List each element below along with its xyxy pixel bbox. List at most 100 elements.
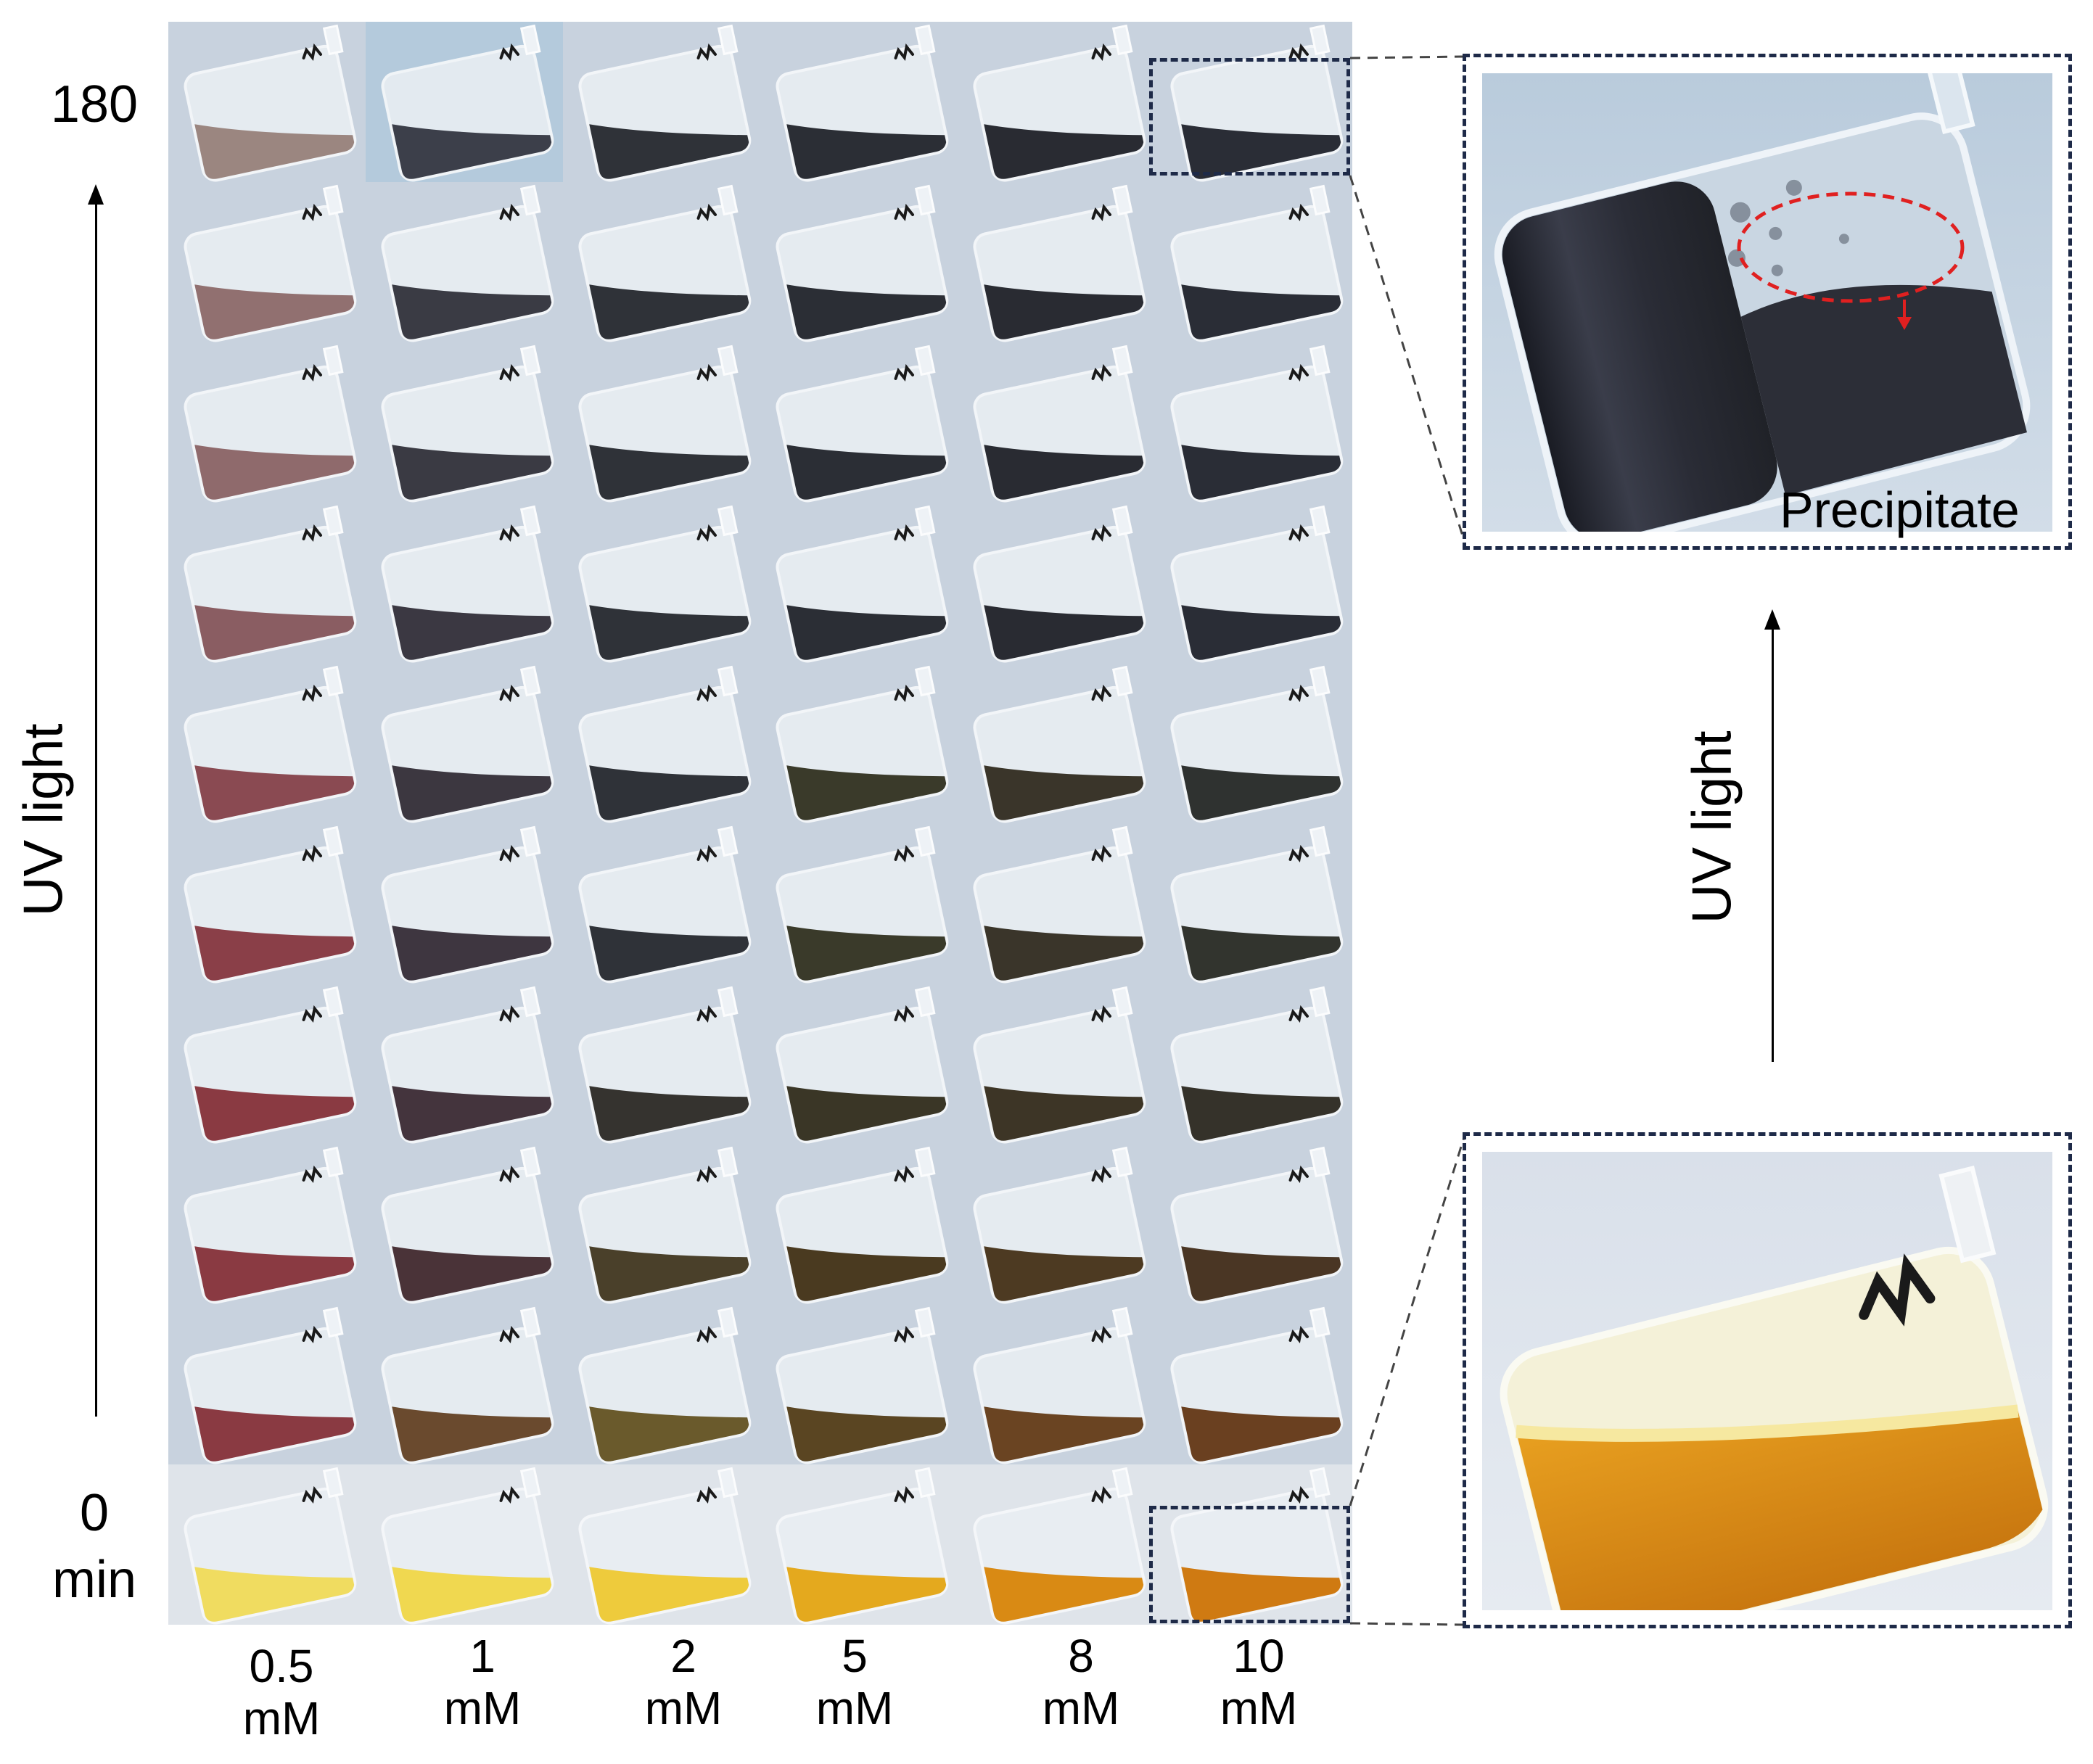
uv-arrow-head-right [1764,609,1780,630]
connector-top-2 [1349,175,1465,541]
vial-photo-r1-c6 [1155,22,1352,182]
vial-photo-r7-c3 [563,984,760,1144]
vial-photo-r5-c3 [563,663,760,823]
vial-photo-r6-c1 [168,823,366,984]
vial-photo-r10-c5 [958,1464,1155,1625]
vial-photo-r2-c2 [366,182,563,342]
vial-photo-r8-c6 [1155,1144,1352,1304]
vial-photo-r10-c1 [168,1464,366,1625]
concentration-label-5: 8 mM [1008,1630,1154,1734]
time-label-top: 180 [50,75,139,133]
vial-photo-r10-c4 [760,1464,958,1625]
vial-photo-r4-c6 [1155,503,1352,663]
vial-photo-r9-c2 [366,1304,563,1464]
vial-photo-r2-c1 [168,182,366,342]
vial-photo-r1-c2 [366,22,563,182]
vial-photo-r2-c6 [1155,182,1352,342]
vial-photo-r7-c5 [958,984,1155,1144]
vial-photo-r6-c4 [760,823,958,984]
concentration-label-3: 2 mM [611,1630,756,1734]
vial-photo-r9-c3 [563,1304,760,1464]
zoom-panel-top: Precipitate [1463,54,2072,550]
connector-bottom-2 [1349,1622,1465,1626]
vial-photo-r7-c4 [760,984,958,1144]
vial-photo-r5-c4 [760,663,958,823]
concentration-unit: mM [1220,1681,1298,1734]
vial-photo-grid [168,22,1352,1625]
vial-photo-r5-c1 [168,663,366,823]
highlight-box-bottom [1149,1506,1350,1623]
vial-photo-r7-c6 [1155,984,1352,1144]
concentration-value: 8 [1068,1630,1094,1682]
vial-photo-r3-c4 [760,342,958,503]
vial-photo-r4-c5 [958,503,1155,663]
vial-photo-r4-c2 [366,503,563,663]
vial-photo-r1-c4 [760,22,958,182]
concentration-label-6: 10 mM [1186,1630,1331,1734]
concentration-unit: mM [644,1681,723,1734]
vial-photo-r8-c3 [563,1144,760,1304]
connector-top-1 [1349,55,1465,59]
vial-photo-r10-c3 [563,1464,760,1625]
vial-photo-r8-c1 [168,1144,366,1304]
vial-photo-r6-c5 [958,823,1155,984]
vial-photo-r9-c1 [168,1304,366,1464]
vial-photo-r4-c4 [760,503,958,663]
zoom-photo-orange-vial [1482,1152,2052,1610]
concentration-label-1: 0.5 mM [209,1640,354,1744]
vial-photo-r2-c4 [760,182,958,342]
uv-arrow-line-left [95,202,97,1417]
vial-photo-r1-c3 [563,22,760,182]
concentration-value: 0.5 [249,1640,314,1692]
concentration-value: 1 [469,1630,496,1682]
vial-photo-r8-c2 [366,1144,563,1304]
vial-photo-r7-c2 [366,984,563,1144]
vial-photo-r5-c6 [1155,663,1352,823]
vial-photo-r2-c3 [563,182,760,342]
vial-photo-r2-c5 [958,182,1155,342]
vial-photo-r9-c5 [958,1304,1155,1464]
precipitate-label: Precipitate [1780,482,2020,538]
vial-photo-r4-c1 [168,503,366,663]
concentration-value: 5 [842,1630,868,1682]
concentration-unit: mM [815,1681,894,1734]
time-label-bottom-unit: min [52,1551,136,1609]
vial-photo-r6-c3 [563,823,760,984]
vial-photo-r10-c2 [366,1464,563,1625]
concentration-value: 2 [670,1630,696,1682]
uv-light-label-right: UV light [1681,730,1743,924]
concentration-label-4: 5 mM [782,1630,927,1734]
uv-arrow-head-left [88,184,104,205]
vial-photo-r3-c3 [563,342,760,503]
uv-arrow-line-right [1772,627,1774,1062]
vial-photo-r8-c4 [760,1144,958,1304]
vial-photo-r3-c1 [168,342,366,503]
zoom-panel-bottom [1463,1132,2072,1628]
vial-photo-r1-c1 [168,22,366,182]
concentration-unit: mM [242,1691,321,1744]
concentration-value: 10 [1233,1630,1285,1682]
concentration-unit: mM [443,1681,522,1734]
vial-photo-r9-c6 [1155,1304,1352,1464]
vial-photo-r3-c5 [958,342,1155,503]
vial-photo-r5-c2 [366,663,563,823]
vial-photo-r6-c2 [366,823,563,984]
time-label-bottom-value: 0 [79,1484,110,1542]
vial-photo-r8-c5 [958,1144,1155,1304]
vial-photo-r3-c2 [366,342,563,503]
concentration-unit: mM [1042,1681,1120,1734]
concentration-label-2: 1 mM [410,1630,555,1734]
vial-photo-r9-c4 [760,1304,958,1464]
vial-photo-r5-c5 [958,663,1155,823]
precipitate-highlight [1737,191,1965,303]
zoom-photo-dark-vial [1482,73,2052,532]
vial-photo-r7-c1 [168,984,366,1144]
highlight-box-top [1149,58,1350,176]
vial-photo-r6-c6 [1155,823,1352,984]
vial-photo-r3-c6 [1155,342,1352,503]
connector-bottom-1 [1349,1137,1465,1507]
vial-photo-r4-c3 [563,503,760,663]
vial-photo-r10-c6 [1155,1464,1352,1625]
vial-photo-r1-c5 [958,22,1155,182]
uv-light-label-left: UV light [12,723,75,917]
